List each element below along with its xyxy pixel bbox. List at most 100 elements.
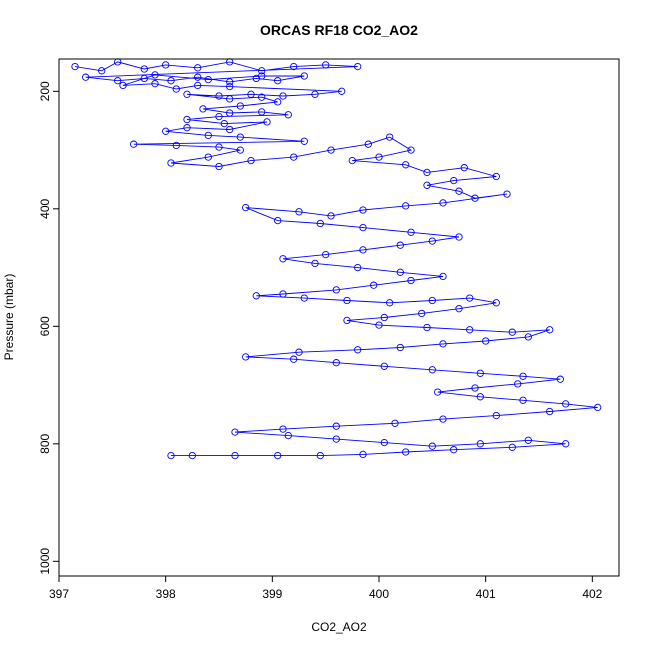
y-tick-label: 1000 xyxy=(38,548,52,575)
data-point xyxy=(183,115,191,124)
data-point xyxy=(428,237,436,245)
data-point xyxy=(258,108,266,116)
data-point xyxy=(375,321,383,329)
data-point xyxy=(423,323,431,332)
data-point xyxy=(439,415,447,423)
data-point xyxy=(322,61,330,69)
data-point xyxy=(290,62,298,71)
data-point xyxy=(183,90,191,98)
x-axis: 397 398 399 400 401 402 xyxy=(49,575,603,601)
data-point xyxy=(455,233,463,241)
x-tick-label: 400 xyxy=(369,587,389,601)
data-point xyxy=(300,72,308,80)
data-point xyxy=(188,451,196,460)
data-point xyxy=(247,156,255,165)
data-point xyxy=(316,451,324,460)
data-point xyxy=(354,346,362,354)
data-point xyxy=(386,299,394,307)
data-point xyxy=(226,125,234,134)
data-point xyxy=(514,380,522,388)
data-point xyxy=(439,272,447,281)
data-point xyxy=(236,133,244,141)
y-tick-label: 200 xyxy=(38,81,52,101)
data-point xyxy=(204,153,212,161)
data-point xyxy=(215,162,223,171)
data-point xyxy=(151,71,159,79)
data-point xyxy=(215,143,223,151)
data-point xyxy=(418,309,426,318)
data-point xyxy=(226,82,234,91)
data-point xyxy=(284,111,292,119)
data-point xyxy=(279,290,287,298)
data-point xyxy=(546,326,554,334)
data-point xyxy=(274,77,282,85)
data-point xyxy=(204,131,212,140)
data-point xyxy=(439,340,447,348)
data-point xyxy=(140,65,148,73)
data-point xyxy=(290,355,298,363)
data-point xyxy=(279,425,287,433)
data-point xyxy=(332,286,340,294)
x-tick-label: 399 xyxy=(262,587,282,601)
data-point xyxy=(460,164,468,172)
data-point xyxy=(231,451,239,460)
data-point xyxy=(172,85,180,93)
data-point xyxy=(311,90,319,98)
data-point xyxy=(263,118,271,126)
data-point xyxy=(546,407,554,416)
data-point xyxy=(359,223,367,232)
data-point xyxy=(503,190,511,198)
data-point xyxy=(290,153,298,161)
data-point xyxy=(194,64,202,72)
data-point xyxy=(327,146,335,154)
data-point xyxy=(183,124,191,132)
data-point xyxy=(450,446,458,454)
data-point xyxy=(359,246,367,254)
data-point xyxy=(407,228,415,236)
data-point xyxy=(82,73,90,81)
data-point xyxy=(428,442,436,450)
data-point xyxy=(364,140,372,148)
data-point xyxy=(380,313,388,322)
data-point xyxy=(354,62,362,71)
data-point xyxy=(236,102,244,110)
data-point xyxy=(354,263,362,272)
data-point xyxy=(162,61,170,69)
data-point xyxy=(524,436,532,444)
data-point xyxy=(226,109,234,117)
x-axis-label: CO2_AO2 xyxy=(311,620,367,634)
data-point xyxy=(471,384,479,392)
data-point xyxy=(396,241,404,249)
data-layer xyxy=(71,58,602,460)
data-point xyxy=(402,448,410,456)
y-tick-label: 400 xyxy=(38,198,52,218)
data-point xyxy=(455,187,463,195)
data-point xyxy=(98,67,106,75)
data-point xyxy=(332,359,340,367)
data-point xyxy=(348,156,356,165)
data-point xyxy=(231,428,239,436)
data-point xyxy=(338,87,346,95)
data-point xyxy=(380,438,388,447)
data-point xyxy=(402,202,410,210)
data-point xyxy=(407,146,415,154)
data-point xyxy=(119,81,127,90)
data-point xyxy=(114,77,122,85)
data-point xyxy=(172,141,180,150)
data-point xyxy=(252,292,260,300)
data-point xyxy=(594,403,602,412)
data-point xyxy=(386,133,394,141)
data-point xyxy=(258,93,266,101)
data-point xyxy=(524,333,532,341)
data-point xyxy=(508,328,516,336)
data-point xyxy=(434,388,442,396)
data-point xyxy=(300,137,308,145)
data-point xyxy=(391,419,399,427)
x-tick-label: 401 xyxy=(476,587,496,601)
data-point xyxy=(396,268,404,276)
data-point xyxy=(359,206,367,214)
data-point xyxy=(162,127,170,135)
data-point xyxy=(215,112,223,121)
data-point xyxy=(476,393,484,401)
